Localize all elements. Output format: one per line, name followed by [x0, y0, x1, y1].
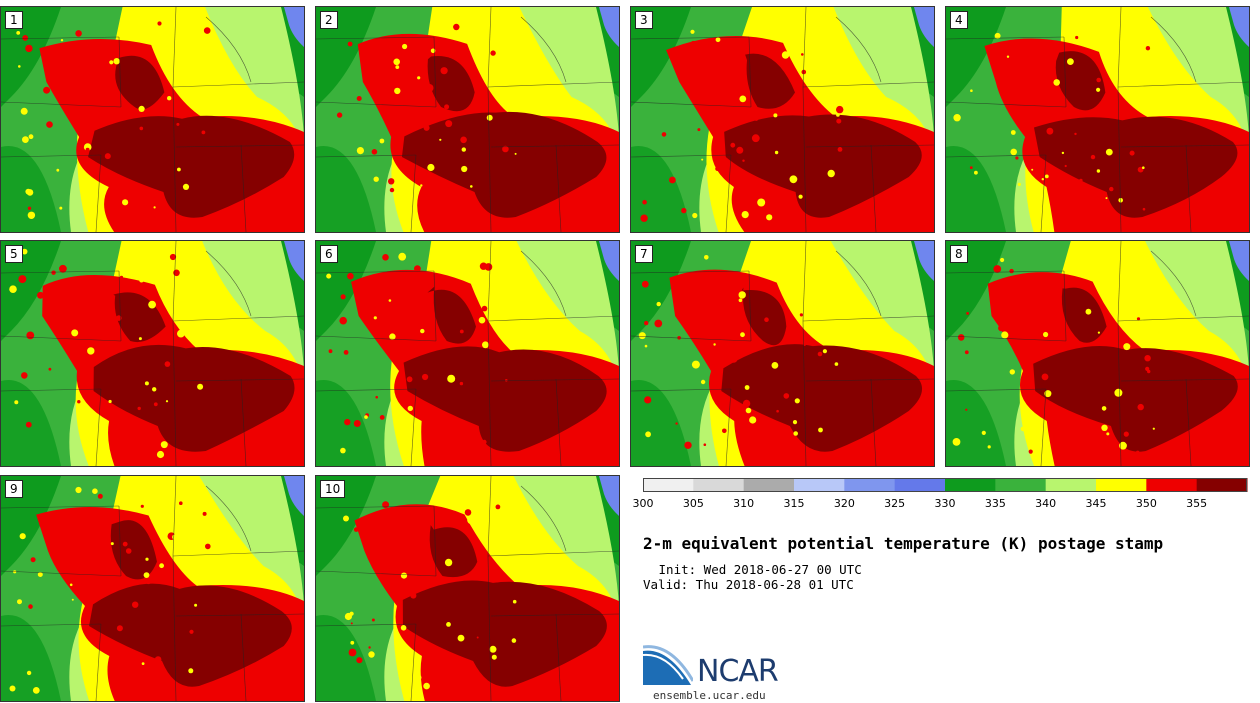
temperature-field — [316, 7, 619, 232]
map-panel-10: 10 — [315, 475, 620, 702]
colorbar-tick-label: 305 — [682, 497, 704, 510]
colorbar — [643, 478, 1248, 492]
panel-label: 1 — [5, 11, 23, 29]
figure-title: 2-m equivalent potential temperature (K)… — [643, 534, 1164, 553]
ncar-logo-icon — [643, 645, 693, 685]
ncar-logo-text: NCAR — [697, 654, 779, 689]
site-url: ensemble.ucar.edu — [653, 689, 766, 702]
colorbar-tick-label: 335 — [984, 497, 1006, 510]
panel-label: 2 — [320, 11, 338, 29]
map-panel-9: 9 — [0, 475, 305, 702]
colorbar-bin — [894, 478, 946, 492]
colorbar-bin — [844, 478, 896, 492]
temperature-field — [631, 7, 934, 232]
panel-label: 3 — [635, 11, 653, 29]
colorbar-bin — [1146, 478, 1198, 492]
map-panel-1: 1 — [0, 6, 305, 233]
temperature-field — [1, 476, 304, 701]
map-panel-2: 2 — [315, 6, 620, 233]
map-panel-8: 8 — [945, 240, 1250, 467]
colorbar-tick-label: 345 — [1085, 497, 1107, 510]
colorbar-tick-label: 350 — [1135, 497, 1157, 510]
valid-time: Valid: Thu 2018-06-28 01 UTC — [643, 577, 854, 592]
panel-label: 8 — [950, 245, 968, 263]
colorbar-bin — [1045, 478, 1097, 492]
colorbar-tick-label: 355 — [1186, 497, 1208, 510]
map-panel-3: 3 — [630, 6, 935, 233]
colorbar-tick-label: 320 — [833, 497, 855, 510]
map-panel-5: 5 — [0, 240, 305, 467]
map-panel-6: 6 — [315, 240, 620, 467]
colorbar-bin — [743, 478, 795, 492]
colorbar-bin — [643, 478, 694, 492]
map-panel-7: 7 — [630, 240, 935, 467]
panel-label: 9 — [5, 480, 23, 498]
colorbar-tick-label: 330 — [934, 497, 956, 510]
colorbar-tick-label: 315 — [783, 497, 805, 510]
colorbar-bin — [794, 478, 845, 492]
colorbar-tick-label: 310 — [733, 497, 755, 510]
temperature-field — [631, 241, 934, 466]
init-time: Init: Wed 2018-06-27 00 UTC — [651, 562, 862, 577]
temperature-field — [1, 7, 304, 232]
panel-label: 5 — [5, 245, 23, 263]
temperature-field — [316, 476, 619, 701]
colorbar-bin — [1196, 478, 1248, 492]
temperature-field — [316, 241, 619, 466]
panel-label: 10 — [320, 480, 346, 498]
temperature-field — [946, 241, 1249, 466]
colorbar-bin — [1096, 478, 1147, 492]
panel-label: 7 — [635, 245, 653, 263]
panel-label: 6 — [320, 245, 338, 263]
temperature-field — [1, 241, 304, 466]
map-panel-4: 4 — [945, 6, 1250, 233]
colorbar-tick-label: 325 — [884, 497, 906, 510]
colorbar-bin — [693, 478, 745, 492]
temperature-field — [946, 7, 1249, 232]
colorbar-tick-label: 340 — [1035, 497, 1057, 510]
colorbar-bin — [945, 478, 996, 492]
panel-label: 4 — [950, 11, 968, 29]
colorbar-bin — [995, 478, 1047, 492]
colorbar-tick-label: 300 — [632, 497, 654, 510]
